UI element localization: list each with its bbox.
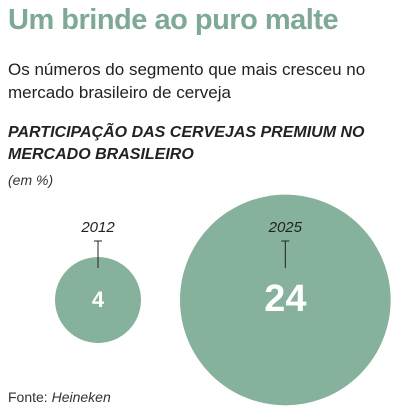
- category-label: 2025: [268, 219, 303, 236]
- source: Fonte: Heineken: [8, 389, 111, 405]
- bubble: [180, 194, 391, 406]
- value-label: 4: [92, 287, 105, 312]
- value-label: 24: [264, 278, 306, 320]
- chart-title: PARTICIPAÇÃO DAS CERVEJAS PREMIUM NO MER…: [8, 124, 365, 163]
- title: Um brinde ao puro malte: [8, 4, 339, 36]
- source-label: Fonte:: [8, 389, 48, 405]
- source-name: Heineken: [51, 389, 111, 405]
- unit-label: (em %): [8, 172, 54, 188]
- bubble: [55, 257, 141, 343]
- subtitle: Os números do segmento que mais cresceu …: [8, 60, 366, 102]
- category-label: 2012: [80, 219, 115, 236]
